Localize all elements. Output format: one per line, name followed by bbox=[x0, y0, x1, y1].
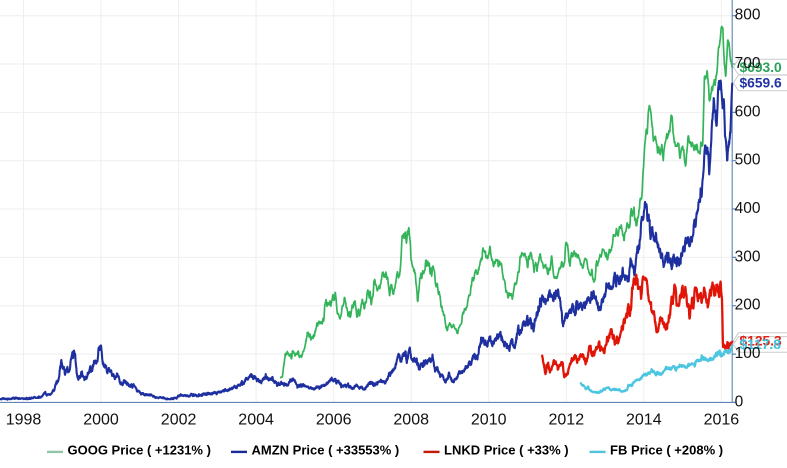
svg-text:$693.0: $693.0 bbox=[740, 60, 783, 75]
svg-text:FB Price ( +208% ): FB Price ( +208% ) bbox=[610, 443, 723, 458]
svg-text:400: 400 bbox=[735, 200, 761, 217]
svg-text:500: 500 bbox=[735, 152, 761, 169]
svg-text:2008: 2008 bbox=[393, 412, 429, 429]
svg-text:700: 700 bbox=[735, 55, 761, 72]
svg-text:2012: 2012 bbox=[549, 412, 585, 429]
svg-text:0: 0 bbox=[735, 393, 744, 410]
svg-text:$117.8: $117.8 bbox=[740, 337, 782, 352]
svg-text:AMZN Price ( +33553% ): AMZN Price ( +33553% ) bbox=[252, 443, 400, 458]
svg-text:800: 800 bbox=[735, 7, 761, 24]
svg-text:1998: 1998 bbox=[6, 412, 42, 429]
svg-text:100: 100 bbox=[735, 345, 761, 362]
svg-text:2016: 2016 bbox=[704, 412, 740, 429]
svg-text:GOOG Price ( +1231% ): GOOG Price ( +1231% ) bbox=[68, 443, 211, 458]
svg-text:$659.6: $659.6 bbox=[740, 76, 783, 91]
svg-text:2002: 2002 bbox=[161, 412, 197, 429]
svg-text:600: 600 bbox=[735, 103, 761, 120]
svg-text:LNKD Price ( +33% ): LNKD Price ( +33% ) bbox=[444, 443, 569, 458]
svg-text:$125.3: $125.3 bbox=[740, 333, 783, 348]
svg-text:200: 200 bbox=[735, 297, 761, 314]
svg-text:2000: 2000 bbox=[83, 412, 119, 429]
svg-text:2004: 2004 bbox=[238, 412, 274, 429]
svg-text:2014: 2014 bbox=[626, 412, 662, 429]
svg-text:2010: 2010 bbox=[471, 412, 507, 429]
svg-text:300: 300 bbox=[735, 248, 761, 265]
svg-text:2006: 2006 bbox=[316, 412, 352, 429]
